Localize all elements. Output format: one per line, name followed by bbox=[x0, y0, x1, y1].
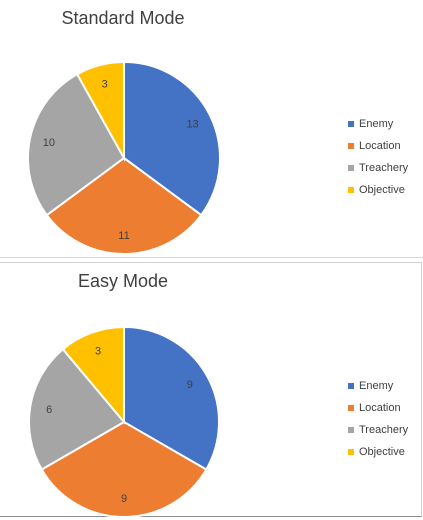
legend: Enemy Location Treachery Objective bbox=[348, 113, 408, 201]
data-label-objective: 3 bbox=[95, 346, 101, 358]
data-label-location: 11 bbox=[118, 230, 129, 242]
data-label-treachery: 6 bbox=[46, 404, 52, 416]
legend-item-enemy: Enemy bbox=[348, 375, 408, 397]
data-label-treachery: 10 bbox=[43, 137, 55, 149]
legend-label: Enemy bbox=[359, 118, 394, 130]
legend-swatch bbox=[348, 143, 354, 149]
data-label-enemy: 9 bbox=[187, 379, 193, 391]
legend-swatch bbox=[348, 165, 354, 171]
pie-slice-location bbox=[45, 156, 203, 255]
legend-label: Treachery bbox=[359, 424, 409, 436]
chart-easy-mode: Easy Mode 9 9 6 3 Enemy Location Treachery Obj… bbox=[0, 262, 423, 520]
legend-swatch bbox=[348, 405, 354, 411]
legend-label: Objective bbox=[359, 184, 405, 196]
legend-swatch bbox=[348, 427, 354, 433]
legend-swatch bbox=[348, 449, 354, 455]
data-label-enemy: 13 bbox=[186, 118, 198, 130]
legend-swatch bbox=[348, 383, 354, 389]
legend-item-treachery: Treachery bbox=[348, 157, 408, 179]
legend-label: Location bbox=[359, 402, 401, 414]
legend-item-location: Location bbox=[348, 397, 408, 419]
pie-slice-treachery bbox=[27, 72, 126, 217]
legend-label: Location bbox=[359, 140, 401, 152]
legend: Enemy Location Treachery Objective bbox=[348, 375, 408, 463]
pie-slice-enemy bbox=[123, 60, 221, 217]
pie-slice-objective bbox=[75, 60, 125, 162]
legend-item-enemy: Enemy bbox=[348, 113, 408, 135]
pie-slice-treachery bbox=[28, 347, 126, 471]
legend-label: Treachery bbox=[359, 162, 409, 174]
pie-slice-enemy bbox=[123, 325, 220, 471]
legend-label: Objective bbox=[359, 446, 405, 458]
data-label-objective: 3 bbox=[102, 79, 108, 91]
legend-swatch bbox=[348, 121, 354, 127]
chart-standard-mode: Standard Mode 13 11 10 3 Enemy Location Treac… bbox=[0, 8, 423, 258]
legend-swatch bbox=[348, 187, 354, 193]
pie-chart: 9 9 6 3 bbox=[28, 325, 220, 518]
pie-chart: 13 11 10 3 bbox=[27, 60, 221, 255]
data-label-location: 9 bbox=[121, 493, 127, 505]
pie-slice-objective bbox=[61, 325, 125, 425]
pie-slice-location bbox=[40, 420, 208, 518]
chart-title: Easy Mode bbox=[77, 271, 169, 291]
legend-item-treachery: Treachery bbox=[348, 419, 408, 441]
legend-item-objective: Objective bbox=[348, 441, 408, 463]
legend-item-objective: Objective bbox=[348, 179, 408, 201]
legend-label: Enemy bbox=[359, 380, 394, 392]
chart-title: Standard Mode bbox=[61, 8, 185, 28]
legend-item-location: Location bbox=[348, 135, 408, 157]
